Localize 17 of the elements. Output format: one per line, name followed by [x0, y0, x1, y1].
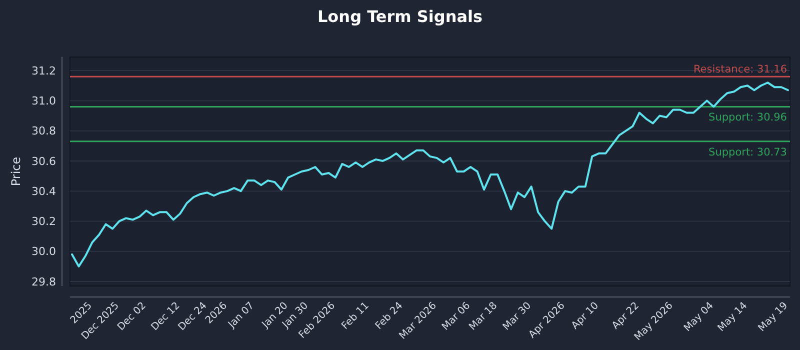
line-series	[71, 82, 789, 268]
ref-line-label: Resistance: 31.16	[693, 64, 788, 76]
y-tick-label: 30.4	[32, 184, 56, 198]
y-tick-label: 30.0	[32, 245, 56, 258]
y-axis-title: Price	[9, 156, 23, 186]
x-tick-label: Feb 11	[340, 300, 372, 332]
chart-title: Long Term Signals	[317, 7, 483, 26]
y-tick-label: 31.0	[32, 94, 56, 108]
y-tick-label: 30.6	[32, 154, 56, 168]
y-tick-label: 31.2	[32, 64, 56, 78]
y-tick-label: 29.8	[32, 275, 56, 288]
y-tick-label: 30.2	[32, 215, 56, 228]
ref-line-label: Support: 30.96	[708, 112, 788, 124]
y-tick-label: 30.8	[32, 124, 56, 138]
ref-line-label: Support: 30.73	[708, 146, 787, 158]
x-tick-label: Apr 10	[570, 300, 601, 332]
x-tick-label: Jan 07	[226, 300, 256, 331]
